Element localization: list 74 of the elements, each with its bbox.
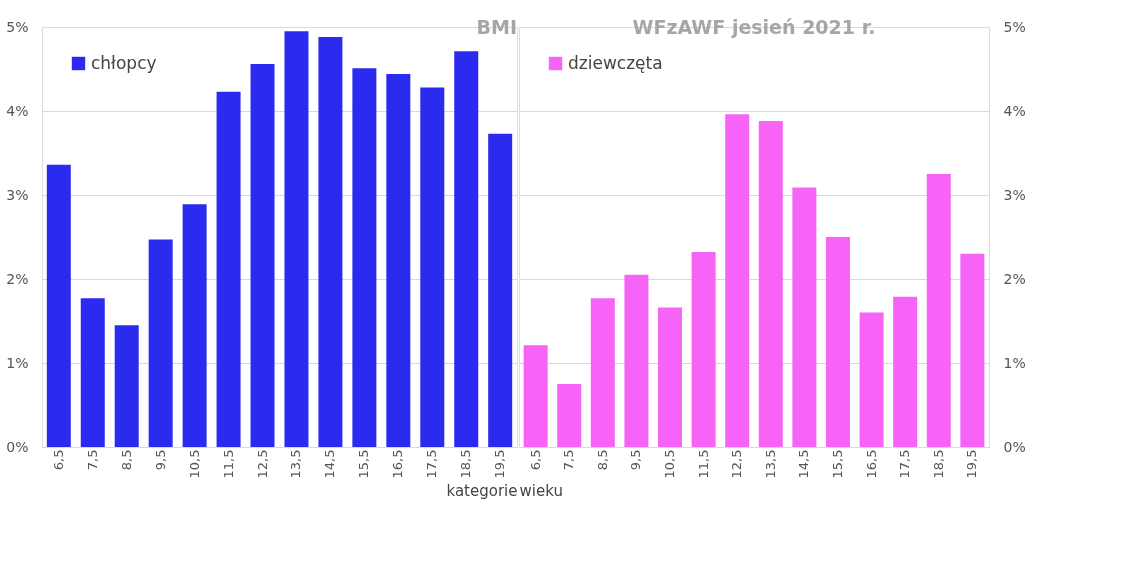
x-tick-label: 10,5 <box>662 449 678 479</box>
bar <box>284 31 309 447</box>
x-tick-label: 17,5 <box>424 449 440 479</box>
x-tick-label: 8,5 <box>118 449 134 471</box>
x-tick-label: 15,5 <box>829 449 845 479</box>
x-tick-label: 18,5 <box>930 449 946 479</box>
bar <box>960 253 985 447</box>
bar <box>352 68 377 447</box>
x-tick-label: 9,5 <box>628 449 644 471</box>
x-tick-label: 15,5 <box>356 449 372 479</box>
y-tick-label: 1% <box>6 354 29 371</box>
y-tick-label: 0% <box>6 438 29 455</box>
bar <box>523 345 548 447</box>
y-tick-label: 4% <box>6 102 29 119</box>
x-tick-label: 19,5 <box>964 449 980 479</box>
x-axis-title: kategorie <box>446 482 518 501</box>
x-tick-label: 11,5 <box>220 449 236 479</box>
legend-label: dziewczęta <box>568 52 663 73</box>
bar <box>488 133 513 447</box>
bar <box>420 87 445 447</box>
x-axis-title: wieku <box>519 482 563 501</box>
x-tick-label: 17,5 <box>897 449 913 479</box>
bar <box>386 74 411 447</box>
y-tick-label: 2% <box>1003 270 1026 287</box>
y-tick-label: 1% <box>1003 354 1026 371</box>
y-tick-label: 3% <box>6 186 29 203</box>
x-tick-label: 9,5 <box>152 449 168 471</box>
bar <box>46 164 71 447</box>
bar <box>926 174 951 447</box>
bar <box>318 37 343 447</box>
x-tick-label: 14,5 <box>322 449 338 479</box>
bar <box>658 307 683 447</box>
x-tick-label: 10,5 <box>186 449 202 479</box>
bar <box>557 384 582 447</box>
y-tick-label: 5% <box>1003 18 1026 35</box>
y-tick-label: 0% <box>1003 438 1026 455</box>
bar <box>825 237 850 447</box>
x-tick-label: 16,5 <box>863 449 879 479</box>
bar <box>454 51 479 447</box>
x-tick-label: 6,5 <box>527 449 543 471</box>
x-tick-label: 6,5 <box>50 449 66 471</box>
chart-title: BMI <box>476 16 517 38</box>
chart-title: WFzAWF jesień 2021 r. <box>632 16 876 38</box>
bar <box>725 114 750 447</box>
x-tick-label: 13,5 <box>288 449 304 479</box>
bar <box>893 296 918 447</box>
x-tick-label: 11,5 <box>695 449 711 479</box>
x-tick-label: 14,5 <box>796 449 812 479</box>
bar <box>80 298 105 447</box>
x-tick-label: 7,5 <box>84 449 100 471</box>
x-tick-label: 7,5 <box>561 449 577 471</box>
bar <box>792 187 817 447</box>
bar <box>216 91 241 447</box>
bar <box>114 325 139 447</box>
x-tick-label: 13,5 <box>762 449 778 479</box>
y-tick-label: 5% <box>6 18 29 35</box>
y-tick-label: 3% <box>1003 186 1026 203</box>
bar <box>859 312 884 447</box>
x-tick-label: 18,5 <box>458 449 474 479</box>
bar <box>624 274 649 447</box>
bar <box>691 252 716 447</box>
y-tick-label: 4% <box>1003 102 1026 119</box>
bar <box>148 239 173 447</box>
x-tick-label: 19,5 <box>492 449 508 479</box>
x-tick-label: 12,5 <box>254 449 270 479</box>
y-tick-label: 2% <box>6 270 29 287</box>
bar <box>182 204 207 447</box>
legend-label: chłopcy <box>91 52 157 73</box>
x-tick-label: 12,5 <box>729 449 745 479</box>
bar <box>250 63 275 447</box>
x-tick-label: 8,5 <box>594 449 610 471</box>
bar <box>590 298 615 447</box>
x-tick-label: 16,5 <box>390 449 406 479</box>
bar <box>758 121 783 447</box>
